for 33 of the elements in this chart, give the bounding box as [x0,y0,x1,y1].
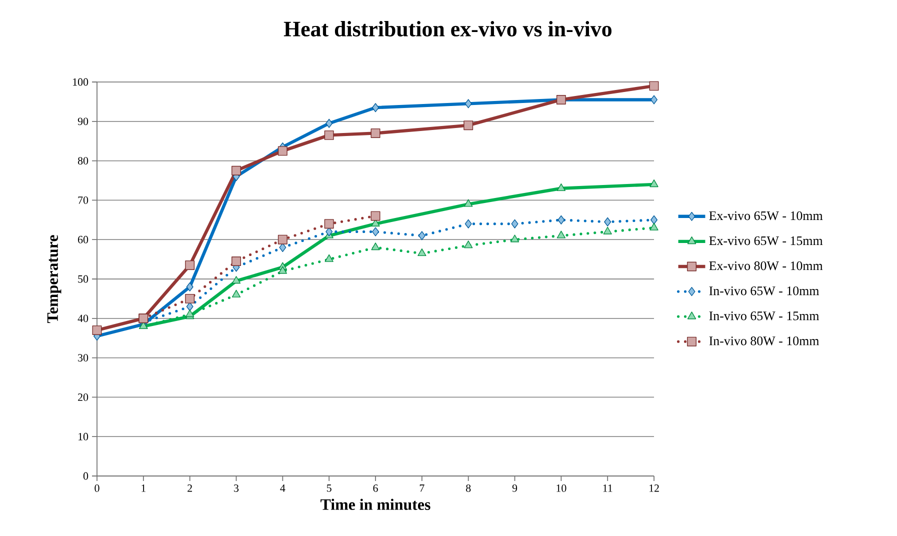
x-tick-label: 4 [280,484,286,492]
x-tick-label: 6 [373,484,378,492]
y-tick-label: 10 [78,432,88,440]
y-tick-label: 90 [78,118,88,126]
legend-label: In-vivo 80W - 10mm [709,336,820,346]
x-tick-label: 11 [603,484,612,492]
x-tick-label: 3 [234,484,239,492]
y-tick-label: 40 [78,314,88,322]
legend-label: Ex-vivo 65W - 15mm [709,236,823,246]
y-tick-label: 60 [78,236,88,244]
x-tick-label: 7 [420,484,424,492]
x-tick-label: 0 [94,484,100,492]
x-tick-label: 12 [649,484,659,492]
legend-label: In-vivo 65W - 10mm [709,286,820,296]
legend-label: In-vivo 65W - 15mm [709,312,820,320]
chart-title: Heat distribution ex-vivo vs in-vivo [284,21,612,36]
x-tick-label: 8 [466,484,471,492]
x-axis-title: Time in minutes [320,498,430,510]
x-tick-label: 5 [326,484,332,492]
legend-label: Ex-vivo 80W - 10mm [709,261,823,270]
x-tick-label: 1 [142,484,146,492]
legend-label: Ex-vivo 65W - 10mm [709,211,823,220]
x-tick-label: 2 [188,484,192,492]
y-tick-label: 50 [78,275,88,283]
y-tick-label: 100 [73,78,88,86]
y-tick-label: 30 [78,354,88,362]
x-tick-label: 10 [556,484,566,492]
x-tick-label: 9 [512,484,518,492]
y-tick-label: 20 [78,394,88,401]
y-tick-label: 0 [83,472,88,480]
y-axis-title: Temperature [47,235,62,324]
y-tick-label: 80 [78,157,88,164]
y-tick-label: 70 [78,196,88,204]
